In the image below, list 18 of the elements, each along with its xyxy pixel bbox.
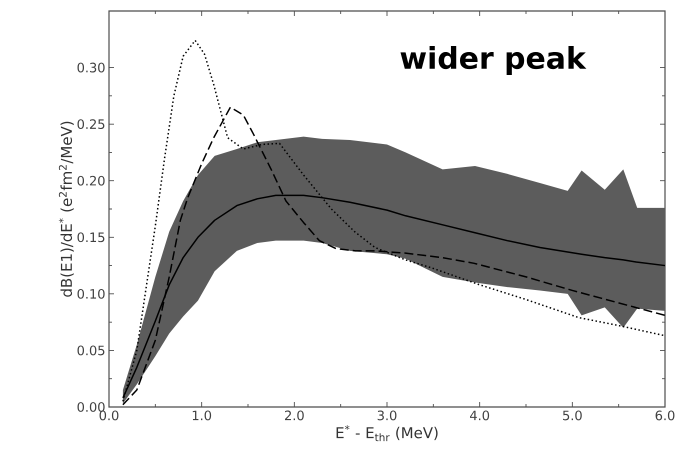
x-tick-label: 0.0 [100, 410, 118, 420]
y-tick-label: 0.00 [78, 402, 105, 412]
x-tick-label: 3.0 [378, 410, 396, 420]
x-axis-title: E$^{*}$ - E$_{thr}$ (MeV) [336, 425, 438, 442]
annotation: wider peak [400, 46, 586, 75]
x-tick-label: 5.0 [563, 410, 582, 420]
y-tick-label: 0.10 [78, 288, 105, 299]
y-axis-title: dB(E1)/dE$^{*}$ (e$^{2}$fm$^{2}$/MeV) [58, 122, 74, 297]
x-tick-label: 4.0 [470, 410, 490, 420]
y-tick-label: 0.05 [78, 346, 104, 356]
y-tick-label: 0.15 [78, 232, 104, 242]
x-tick-label: 1.0 [192, 410, 212, 420]
y-tick-label: 0.20 [78, 176, 105, 186]
x-tick-label: 2.0 [284, 410, 304, 420]
y-tick-label: 0.30 [78, 62, 105, 72]
line-series [122, 40, 665, 402]
y-tick-label: 0.25 [78, 119, 104, 130]
x-tick-label: 6.0 [656, 410, 674, 420]
